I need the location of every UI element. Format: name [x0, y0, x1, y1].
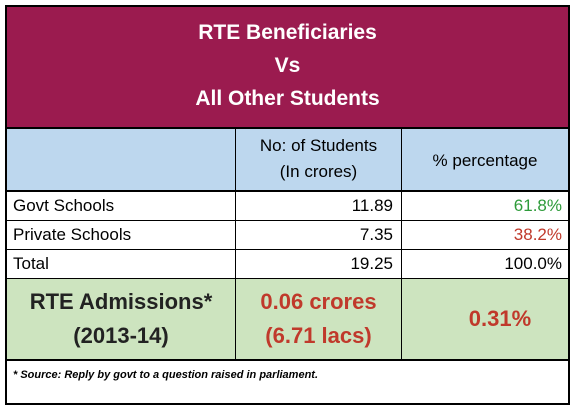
row-students: 7.35: [236, 221, 402, 249]
table-row: Private Schools 7.35 38.2%: [7, 221, 568, 250]
rte-admissions-row: RTE Admissions* (2013-14) 0.06 crores (6…: [7, 279, 568, 361]
title-line-2: Vs: [274, 54, 301, 77]
row-students: 11.89: [236, 192, 402, 220]
header-students: No: of Students (In crores): [236, 129, 402, 192]
rte-value: 0.06 crores (6.71 lacs): [236, 279, 402, 359]
header-students-line-1: No: of Students: [259, 136, 378, 155]
rte-value-line-2: (6.71 lacs): [265, 323, 372, 348]
row-percentage: 38.2%: [513, 225, 562, 244]
row-percentage: 61.8%: [513, 196, 562, 215]
row-label: Total: [7, 250, 236, 278]
header-students-line-2: (In crores): [279, 162, 358, 181]
source-note: * Source: Reply by govt to a question ra…: [13, 369, 319, 381]
rte-percentage: 0.31%: [468, 306, 532, 331]
header-blank-cell: [7, 129, 236, 192]
row-percentage: 100.0%: [504, 254, 562, 273]
row-label: Govt Schools: [7, 192, 236, 220]
title-line-3: All Other Students: [195, 87, 380, 110]
table-row: Govt Schools 11.89 61.8%: [7, 192, 568, 221]
rte-value-line-1: 0.06 crores: [260, 289, 377, 314]
header-percentage: % percentage: [402, 129, 568, 192]
rte-label-line-1: RTE Admissions*: [29, 289, 213, 314]
row-students: 19.25: [236, 250, 402, 278]
rte-label: RTE Admissions* (2013-14): [7, 279, 236, 359]
title-line-1: RTE Beneficiaries: [198, 21, 377, 44]
table-row: Total 19.25 100.0%: [7, 250, 568, 279]
row-label: Private Schools: [7, 221, 236, 249]
table-title: RTE Beneficiaries Vs All Other Students: [7, 7, 568, 129]
comparison-table: RTE Beneficiaries Vs All Other Students …: [5, 5, 570, 405]
rte-label-line-2: (2013-14): [73, 323, 169, 348]
